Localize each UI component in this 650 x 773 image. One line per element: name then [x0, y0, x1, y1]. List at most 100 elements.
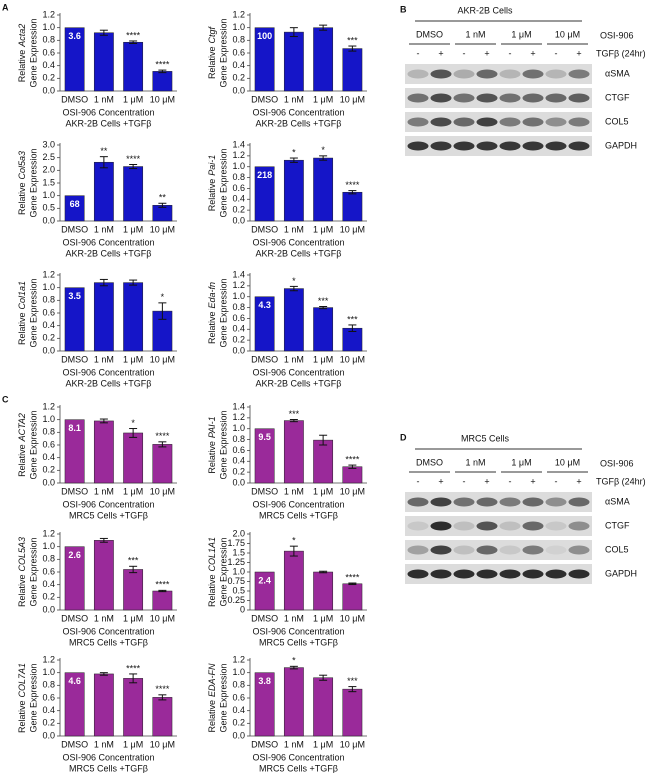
panel-label: D: [400, 432, 407, 442]
y-tick-label: 0.6: [42, 692, 55, 702]
blot-strip: [405, 112, 592, 132]
band: [430, 141, 452, 151]
band: [453, 117, 475, 127]
row-label: αSMA: [605, 68, 630, 78]
band: [430, 93, 452, 103]
bar: [254, 27, 275, 92]
panel-label: C: [2, 394, 9, 404]
bar-inner-label: 218: [257, 170, 272, 180]
y-tick-label: 1.75: [227, 538, 245, 548]
error-bar: [99, 278, 108, 287]
y-axis-label: Gene Expression: [218, 537, 228, 606]
sign: -: [555, 48, 558, 58]
sign: -: [463, 476, 466, 486]
y-tick-label: 0.2: [232, 718, 245, 728]
x-axis-label: AKR-2B Cells +TGFβ: [66, 378, 152, 388]
y-tick-label: 0.4: [42, 452, 55, 462]
bar: [283, 550, 304, 611]
y-tick-label: 0.2: [232, 335, 245, 345]
bar-inner-label: 2.4: [258, 575, 271, 585]
y-tick-label: 0.25: [227, 595, 245, 605]
y-tick-label: 0.8: [42, 680, 55, 690]
y-axis-label: Relative Col1a1: [17, 281, 27, 345]
band: [522, 69, 544, 79]
band: [430, 497, 452, 507]
sign: +: [530, 476, 535, 486]
y-tick-label: 0.6: [42, 47, 55, 57]
error-bar: [99, 672, 108, 676]
y-tick-label: 0.0: [42, 345, 55, 355]
x-tick-label: 1 nM: [284, 224, 304, 234]
error-bar: [348, 582, 357, 586]
treatment-label: TGFβ (24hr): [596, 476, 646, 486]
y-axis-label: Relative Eda-fn: [207, 282, 217, 344]
significance: ***: [347, 314, 358, 324]
bar: [152, 590, 173, 611]
x-tick-label: 1 nM: [94, 354, 114, 364]
row-label: αSMA: [605, 496, 630, 506]
bar: [93, 420, 114, 484]
y-axis-label: Relative Col5a3: [17, 151, 27, 215]
y-label-prefix: Relative: [17, 575, 27, 608]
y-tick-label: 1.2: [42, 528, 55, 538]
y-tick-label: 0.8: [232, 434, 245, 444]
y-tick-label: 1.4: [232, 269, 245, 279]
bar: [64, 27, 85, 92]
bar: [64, 195, 85, 222]
x-axis-label: AKR-2B Cells +TGFβ: [256, 248, 342, 258]
bar: [93, 540, 114, 611]
y-tick-label: 0.0: [232, 345, 245, 355]
sign: -: [417, 48, 420, 58]
band: [407, 521, 429, 531]
x-axis-label: MRC5 Cells +TGFβ: [259, 510, 338, 520]
x-tick-label: 1 nM: [284, 613, 304, 623]
blot-strip: [405, 492, 592, 512]
bar: [313, 307, 334, 352]
significance: *: [161, 292, 165, 302]
x-tick-label: 1 μM: [123, 613, 143, 623]
band: [522, 497, 544, 507]
panel-label: B: [400, 4, 407, 14]
band: [430, 521, 452, 531]
bar: [283, 159, 304, 222]
y-axis-label: Gene Expression: [218, 663, 228, 732]
y-label-gene: Pai-1: [207, 155, 217, 176]
significance: ****: [345, 454, 360, 464]
bar: [152, 697, 173, 737]
error-bar: [348, 464, 357, 469]
band: [476, 141, 498, 151]
bar: [313, 157, 334, 222]
blot-strip: [405, 516, 592, 536]
significance: ***: [289, 409, 300, 419]
row-label: CTGF: [605, 520, 630, 530]
band: [545, 93, 567, 103]
band: [430, 69, 452, 79]
y-axis-label: Relative COL5A3: [17, 537, 27, 607]
x-tick-label: 1 μM: [313, 224, 333, 234]
y-tick-label: 1.4: [232, 401, 245, 411]
y-tick-label: 0.6: [232, 313, 245, 323]
significance: ****: [126, 663, 141, 673]
band: [522, 545, 544, 555]
band: [476, 569, 498, 579]
row-label: GAPDH: [605, 568, 637, 578]
blot-title: MRC5 Cells: [461, 433, 510, 443]
x-axis-label: OSI-906 Concentration: [252, 626, 344, 636]
y-label-gene: COL5A3: [17, 537, 27, 572]
y-tick-label: 1.2: [232, 280, 245, 290]
blot-strip: [405, 540, 592, 560]
x-tick-label: 1 nM: [284, 354, 304, 364]
error-bar: [348, 686, 357, 693]
x-tick-label: DMSO: [61, 613, 88, 623]
sign: +: [576, 48, 581, 58]
x-tick-label: 1 μM: [313, 613, 333, 623]
error-bar: [319, 305, 328, 310]
x-tick-label: 10 μM: [150, 739, 175, 749]
x-axis-label: MRC5 Cells +TGFβ: [259, 637, 338, 647]
band: [522, 569, 544, 579]
band: [522, 141, 544, 151]
x-tick-label: 1 μM: [313, 94, 333, 104]
bar: [152, 71, 173, 92]
error-bar: [158, 694, 167, 701]
blot-strip: [405, 564, 592, 584]
